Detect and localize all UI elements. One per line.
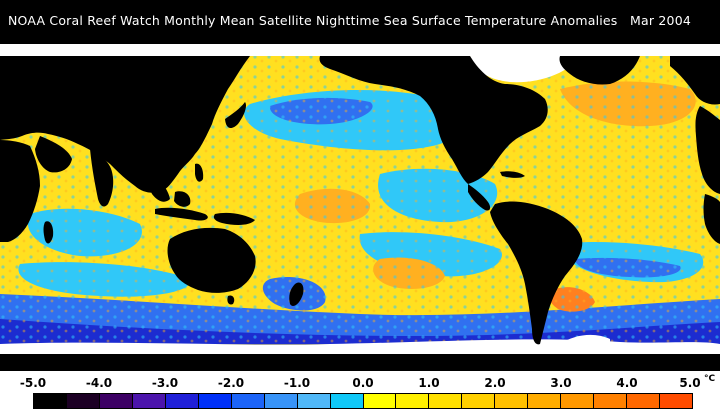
legend-swatch (363, 394, 397, 408)
eurasia (0, 56, 250, 193)
north-america (319, 56, 548, 184)
arctic-ice-right (470, 56, 580, 83)
antarctica (0, 354, 720, 371)
legend-swatch (660, 394, 693, 408)
indonesia (155, 207, 208, 221)
title-text: NOAA Coral Reef Watch Monthly Mean Satel… (8, 13, 618, 28)
legend-color-bar (33, 393, 693, 409)
madagascar (43, 221, 54, 244)
tasmania (227, 295, 235, 305)
map-title: NOAA Coral Reef Watch Monthly Mean Satel… (8, 14, 691, 28)
legend-tick-label: 0.0 (352, 376, 374, 390)
sst-anomaly-map (0, 44, 720, 371)
legend-swatch (198, 394, 232, 408)
legend-swatch (66, 394, 100, 408)
legend-swatch (495, 394, 529, 408)
legend-tick-label: 3.0 (550, 376, 572, 390)
legend-tick-label: -3.0 (151, 376, 179, 390)
legend-tick-label: -4.0 (85, 376, 113, 390)
legend-swatch (429, 394, 463, 408)
borneo (174, 191, 191, 207)
philippines (195, 163, 204, 182)
cuba (500, 171, 525, 178)
legend-swatch (297, 394, 331, 408)
legend-tick-label: 1.0 (418, 376, 440, 390)
legend-tick-label: -5.0 (19, 376, 47, 390)
legend-swatch (99, 394, 133, 408)
legend-swatch (165, 394, 199, 408)
new-guinea (213, 212, 255, 225)
title-date: Mar 2004 (630, 13, 692, 28)
arabian-peninsula (35, 136, 72, 173)
legend-swatch (528, 394, 562, 408)
legend-swatch (462, 394, 496, 408)
legend-tick-label: 4.0 (616, 376, 638, 390)
indian-peninsula (90, 149, 114, 207)
legend-unit: °C (704, 374, 716, 384)
legend-swatch (231, 394, 265, 408)
australia (167, 227, 256, 293)
legend-swatch (330, 394, 364, 408)
greenland (559, 56, 640, 85)
new-zealand (289, 282, 304, 306)
south-america (490, 201, 583, 345)
title-bar: NOAA Coral Reef Watch Monthly Mean Satel… (0, 0, 720, 44)
southeast-asia (148, 174, 170, 202)
west-africa (703, 194, 720, 244)
japan (225, 102, 247, 129)
legend-swatch (264, 394, 298, 408)
antarctic-peninsula-ice (560, 334, 610, 349)
arctic-no-data (0, 44, 720, 56)
map-panel (0, 44, 720, 371)
western-europe (695, 106, 720, 194)
color-legend: -5.0 -4.0 -3.0 -2.0 -1.0 0.0 1.0 2.0 3.0… (0, 371, 720, 411)
europe-scandinavia (670, 56, 720, 105)
legend-tick-label: -1.0 (283, 376, 311, 390)
legend-swatch (627, 394, 661, 408)
legend-swatch (396, 394, 430, 408)
central-america (468, 184, 491, 211)
legend-tick-label: 5.0 (679, 376, 701, 390)
legend-swatch (561, 394, 595, 408)
legend-swatch (594, 394, 628, 408)
legend-tick-label: -2.0 (217, 376, 245, 390)
legend-tick-label: 2.0 (484, 376, 506, 390)
legend-swatch (132, 394, 166, 408)
legend-swatch (34, 394, 67, 408)
africa (0, 140, 40, 242)
continents (0, 56, 720, 371)
